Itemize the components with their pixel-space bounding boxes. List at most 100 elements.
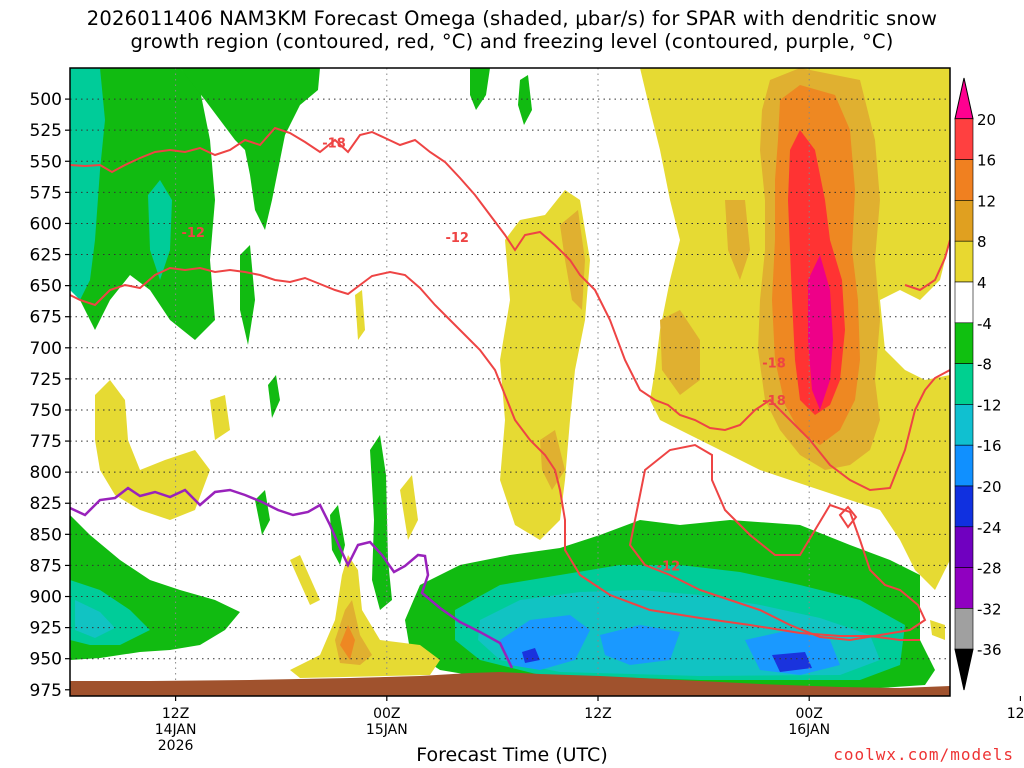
contour-minus18 [70,126,950,492]
colorbar-label: 12 [977,192,996,210]
omega-yellow-region [500,190,590,540]
omega-lightorange-region [660,310,700,395]
y-tick-label: 825 [30,494,62,514]
contour-minus12 [904,239,950,292]
y-tick-label: 550 [30,152,62,172]
omega-green-region [268,375,280,418]
y-tick-label: 600 [30,214,62,234]
colorbar-label: -28 [977,560,1002,578]
colorbar-label: -24 [977,519,1002,537]
y-tick-label: 525 [30,121,62,141]
x-axis-label: Forecast Time (UTC) [416,744,608,766]
contour-label: -18 [322,137,346,152]
omega-blue-region [500,615,590,670]
omega-yellow-region [210,395,230,440]
omega-yellow-region [290,555,440,678]
colorbar-bin [954,159,974,201]
omega-orange-region [340,625,355,660]
y-tick-label: 625 [30,246,62,266]
colorbar-label: 16 [977,152,996,170]
y-tick-label: 900 [30,588,62,608]
time-gridlines [175,68,810,696]
omega-green-region [518,75,532,125]
y-tick-label: 725 [30,370,62,390]
omega-lightorange-region [540,430,565,490]
omega-darkblue-region [772,652,812,672]
omega-green-region [470,68,490,110]
y-tick-label: 950 [30,650,62,670]
chart-title-line1: 2026011406 NAM3KM Forecast Omega (shaded… [86,7,938,30]
omega-green-region [240,245,255,345]
omega-darkblue-region [522,648,540,663]
x-tick-label: 15JAN [366,722,408,738]
colorbar-bin [954,281,974,324]
contour-label: -12 [445,231,469,246]
colorbar-cap-top [954,77,974,120]
contour-label: -18 [762,394,786,409]
colorbar-label: -36 [977,641,1002,659]
x-axis-ticks: 12Z14JAN202600Z15JAN12Z00Z16JAN12Z [155,696,1024,754]
y-tick-label: 775 [30,432,62,452]
contour-label: -18 [762,357,786,372]
contour-minus12 [70,266,920,641]
freezing-level-line [70,486,514,669]
colorbar-label: 4 [977,274,987,292]
y-tick-label: 700 [30,339,62,359]
omega-lightorange-region [560,210,585,310]
colorbar-bin [954,200,974,242]
colorbar-label: -16 [977,437,1002,455]
omega-green-region [180,68,320,230]
colorbar-bin [954,567,974,609]
colorbar-label: -32 [977,600,1002,618]
y-tick-label: 800 [30,463,62,483]
colorbar-bin [954,444,974,487]
colorbar-cap-bottom [954,648,974,691]
colorbar-bin [954,363,974,405]
omega-cyan-region [75,600,115,638]
contour-label: -12 [181,226,205,241]
colorbar-label: -20 [977,478,1002,496]
y-tick-label: 850 [30,525,62,545]
x-tick-label: 00Z [795,706,822,722]
contour-labels: -18-18-18-12-12-12-12 [181,137,786,575]
colorbar-bin [954,240,974,283]
x-tick-label: 2026 [158,738,194,754]
colorbar: 20 16 12 8 4 -4 -8 -12 -16 -20 -24 -28 -32 -36 [954,77,1002,691]
colorbar-label: 20 [977,111,996,129]
x-tick-label: 12Z [584,706,611,722]
omega-yellow-region [355,290,365,340]
colorbar-label: -8 [977,356,992,374]
colorbar-bin [954,485,974,528]
omega-yellow-region [95,380,210,520]
plot-frame [69,67,951,697]
y-tick-label: 875 [30,556,62,576]
colorbar-label: -12 [977,396,1002,414]
terrain [70,672,950,696]
omega-blue-region [600,625,680,665]
y-axis-ticks: 500 525 550 575 600 625 650 675 700 725 750 775 800 8… [30,90,70,701]
y-tick-label: 650 [30,277,62,297]
x-tick-label: 14JAN [155,722,197,738]
y-tick-label: 500 [30,90,62,110]
plot-area [70,68,950,696]
y-tick-label: 975 [30,681,62,701]
y-tick-label: 750 [30,401,62,421]
y-tick-label: 675 [30,308,62,328]
colorbar-bin [954,526,974,568]
colorbar-bin [954,404,974,446]
y-tick-label: 925 [30,619,62,639]
colorbar-label: 8 [977,233,987,251]
contour-label: -12 [657,559,681,574]
y-tick-label: 575 [30,183,62,203]
colorbar-bin [954,322,974,364]
colorbar-bin [954,608,974,650]
omega-lightorange-region [725,200,750,280]
colorbar-label: -4 [977,315,992,333]
x-tick-label: 16JAN [788,722,830,738]
omega-yellow-region [290,555,320,605]
x-tick-label: 12Z [162,706,189,722]
contour-minus18 [838,505,858,529]
x-tick-label: 00Z [373,706,400,722]
omega-yellow-region [930,620,945,640]
omega-blue-region [745,630,840,675]
